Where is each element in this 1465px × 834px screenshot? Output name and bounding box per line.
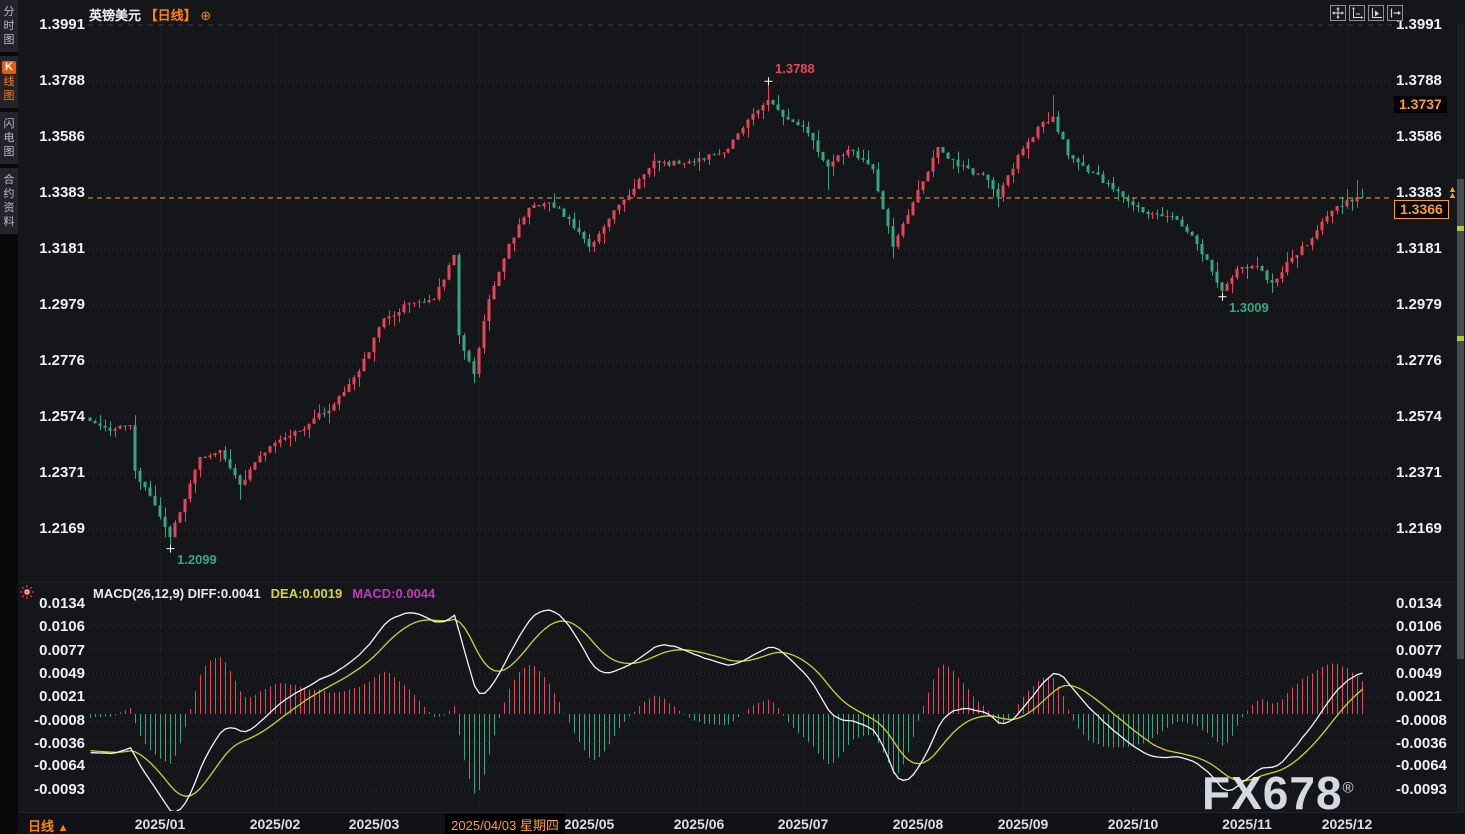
sidebar-item-contract-info[interactable]: 合约资料 [0,168,18,234]
sidebar-item-char: 料 [3,216,15,228]
sidebar-item-char: 分 [3,6,15,18]
month-tick-label: 2025/11 [1222,816,1272,832]
symbol-name: 英镑美元 [89,8,142,23]
sidebar-item-char: 资 [3,202,15,214]
settings-icon[interactable]: ⊕ [200,8,212,23]
month-tick-label: 2025/10 [1107,816,1159,832]
sidebar-item-timeshare[interactable]: 分时图 [0,0,18,52]
month-tick-label: 2025/06 [673,816,725,832]
month-tick-label: 2025/05 [563,816,615,832]
diff-line [90,609,1363,811]
month-tick-label: 2025/08 [892,816,944,832]
month-tick-label: 2025/03 [348,816,400,832]
go-to-latest-icon[interactable] [1387,5,1403,21]
chart-toolbar [1330,5,1403,21]
macd-bar-value: MACD:0.0044 [352,586,436,601]
macd-layer [90,609,1363,811]
sidebar-item-char: 图 [3,146,15,158]
extreme-cross-markers [166,77,1227,553]
macd-params-label: MACD(26,12,9) DIFF:0.0041 [93,586,261,601]
time-axis-bar: 2025/12 2025/11 2025/10 2025/09 2025/08 2025/… [18,812,1465,834]
macd-histogram-positive [120,657,1363,714]
sidebar-item-char: 时 [3,20,15,32]
sidebar-item-lightning[interactable]: 闪电图 [0,112,18,164]
sidebar-item-char: 闪 [3,118,15,130]
chart-title: 英镑美元 【日线】 ⊕ [89,5,211,24]
sidebar-item-char: K [2,61,16,74]
dea-line [90,618,1363,797]
axis-auto-fit-icon[interactable] [1368,5,1384,21]
sidebar-item-char: 约 [3,188,15,200]
period-tag: 【日线】 [144,8,197,23]
month-tick-label: 2025/12 [1321,816,1373,832]
horizontal-gridlines [88,80,1392,791]
sidebar-item-char: 线 [3,76,15,88]
macd-indicator-header: MACD(26,12,9) DIFF:0.0041 DEA:0.0019 MACD:… [93,586,435,601]
sidebar-item-char: 图 [3,90,15,102]
sidebar-item-char: 图 [3,34,15,46]
price-up-arrow-icon: ▲ ▲ [1448,184,1457,200]
watermark: FX678® [1202,767,1355,819]
scrollbar-thumb[interactable] [1457,179,1464,659]
period-dropdown-arrow-icon: ▲ [57,822,69,834]
scrollbar-mark-low [1457,336,1464,341]
highlighted-date-tag: 2025/04/03 星期四 [445,814,565,834]
footer-period-selector[interactable]: 日线 ▲ [28,819,69,834]
crosshair-icon[interactable] [1330,5,1346,21]
scrollbar-mark-high [1457,226,1464,231]
sidebar-item-char: 电 [3,132,15,144]
right-scrollbar[interactable] [1457,24,1464,812]
current-price-label: 1.3366 [1394,200,1449,219]
chart-background [18,0,1465,834]
month-tick-label: 2025/01 [134,816,186,832]
high-price-marker: 1.3737 [1394,96,1447,113]
candles-layer [88,77,1364,553]
vertical-gridlines [160,25,1348,811]
axis-scale-icon[interactable] [1349,5,1365,21]
macd-settings-icon[interactable] [20,585,34,604]
month-tick-label: 2025/02 [249,816,301,832]
month-tick-label: 2025/09 [997,816,1049,832]
macd-diff-value: DIFF:0.0041 [187,586,261,601]
month-tick-label: 2025/07 [777,816,829,832]
macd-dea-value: DEA:0.0019 [270,586,343,601]
sidebar-item-char: 合 [3,174,15,186]
